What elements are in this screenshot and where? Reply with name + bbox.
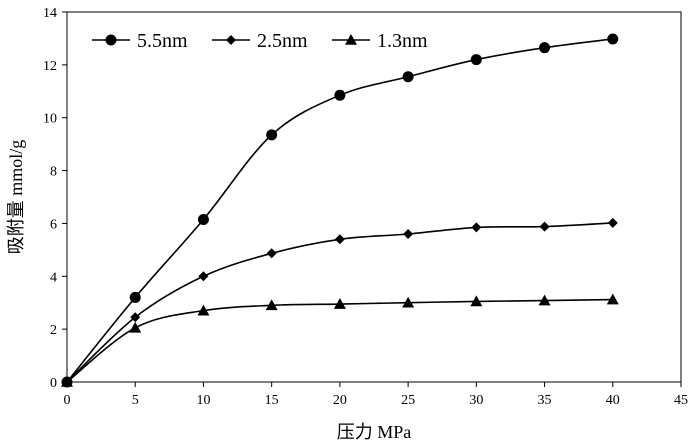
x-tick-label: 40 bbox=[606, 393, 620, 408]
data-point bbox=[333, 298, 346, 309]
x-tick-label: 0 bbox=[64, 393, 71, 408]
legend-entry: 5.5nm bbox=[92, 30, 188, 52]
data-point bbox=[402, 71, 414, 83]
data-point bbox=[539, 42, 551, 54]
y-tick-label: 4 bbox=[50, 270, 57, 285]
data-point bbox=[334, 234, 345, 245]
x-tick-label: 30 bbox=[469, 393, 483, 408]
legend-entry: 2.5nm bbox=[212, 30, 308, 52]
data-point bbox=[265, 299, 278, 311]
data-point bbox=[129, 291, 141, 303]
legend-marker bbox=[345, 34, 357, 45]
y-tick-label: 6 bbox=[50, 217, 57, 232]
x-tick-label: 15 bbox=[265, 393, 279, 408]
data-point bbox=[61, 376, 73, 387]
data-point bbox=[607, 33, 619, 45]
plot-frame bbox=[66, 11, 682, 383]
y-tick-label: 8 bbox=[50, 165, 57, 180]
data-point bbox=[198, 271, 209, 282]
y-tick-label: 10 bbox=[43, 112, 57, 127]
data-point bbox=[197, 213, 209, 225]
data-point bbox=[470, 295, 483, 307]
data-point bbox=[606, 293, 619, 305]
legend-label: 5.5nm bbox=[137, 30, 188, 52]
data-point bbox=[471, 222, 482, 233]
y-tick-label: 12 bbox=[43, 59, 57, 74]
legend-marker bbox=[226, 35, 236, 45]
x-tick-label: 20 bbox=[333, 393, 347, 408]
x-axis-title: 压力 MPa bbox=[337, 422, 412, 442]
y-tick-label: 0 bbox=[50, 376, 57, 391]
data-point bbox=[539, 221, 550, 232]
y-tick-label: 2 bbox=[50, 323, 57, 338]
data-point bbox=[197, 304, 210, 316]
x-tick-label: 45 bbox=[674, 393, 688, 408]
data-point bbox=[130, 312, 141, 323]
legend: 5.5nm 2.5nm 1.3nm bbox=[92, 30, 428, 52]
data-point bbox=[334, 89, 346, 101]
legend-label: 1.3nm bbox=[377, 30, 428, 52]
data-point bbox=[266, 248, 277, 259]
series-1.3nm bbox=[61, 293, 619, 387]
data-point bbox=[129, 321, 142, 333]
x-tick-label: 5 bbox=[132, 393, 139, 408]
legend-entry: 1.3nm bbox=[332, 30, 428, 52]
x-tick-label: 35 bbox=[538, 393, 552, 408]
axes: 0 5 10 15 20 25 30 35 40 45 0 2 4 6 8 10 12 14 bbox=[43, 6, 688, 408]
y-tick-label: 14 bbox=[43, 6, 57, 21]
data-point bbox=[403, 229, 414, 239]
y-axis-title: 吸附量 mmol/g bbox=[6, 140, 26, 255]
data-point bbox=[266, 129, 278, 141]
series-layer bbox=[61, 33, 619, 388]
legend-marker bbox=[105, 34, 117, 46]
series-line bbox=[66, 298, 613, 383]
x-tick-label: 10 bbox=[196, 393, 210, 408]
series-5.5nm bbox=[61, 33, 619, 388]
series-line bbox=[66, 38, 613, 383]
legend-label: 2.5nm bbox=[257, 30, 308, 52]
data-point bbox=[538, 294, 551, 306]
data-point bbox=[470, 54, 482, 66]
data-point bbox=[402, 296, 415, 308]
data-point bbox=[607, 217, 618, 228]
x-tick-label: 25 bbox=[401, 393, 415, 408]
